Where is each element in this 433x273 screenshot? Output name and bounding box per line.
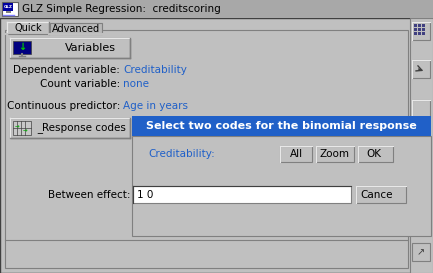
Text: ↗: ↗ [417, 247, 425, 257]
Text: Creditability: Creditability [123, 65, 187, 75]
Bar [280, 146, 312, 162]
Bar [10, 118, 130, 138]
Bar [414, 24, 417, 27]
Bar [422, 24, 425, 27]
Bar [412, 243, 430, 261]
Bar [50, 23, 102, 34]
Text: →: → [23, 127, 27, 132]
Bar [7, 22, 49, 34]
Text: Dependent variable:: Dependent variable: [13, 65, 120, 75]
Text: OK: OK [366, 149, 381, 159]
Bar [412, 100, 430, 118]
Bar [316, 146, 354, 162]
Bar [410, 18, 433, 273]
Text: none: none [123, 79, 149, 89]
Bar [418, 32, 421, 35]
Bar [0, 0, 433, 18]
Bar [13, 121, 31, 135]
Bar [418, 28, 421, 31]
Text: ̲Response codes: ̲Response codes [42, 123, 126, 133]
Text: →: → [15, 123, 19, 129]
Bar [412, 22, 430, 40]
Text: GLZ: GLZ [3, 4, 13, 8]
Text: Zoom: Zoom [320, 149, 350, 159]
Text: Advanced: Advanced [52, 24, 100, 34]
Text: Creditability:: Creditability: [148, 149, 215, 159]
Bar [422, 28, 425, 31]
Text: Age in years: Age in years [123, 101, 188, 111]
Text: GLZ Simple Regression:  creditscoring: GLZ Simple Regression: creditscoring [22, 4, 221, 14]
Bar [13, 41, 31, 54]
Bar [412, 60, 430, 78]
Bar [5, 30, 408, 268]
Bar [422, 32, 425, 35]
Bar [356, 186, 406, 203]
Text: Quick: Quick [14, 23, 42, 33]
Bar [2, 2, 18, 16]
Text: Continuous predictor:: Continuous predictor: [6, 101, 120, 111]
Bar [418, 24, 421, 27]
Text: 1 0: 1 0 [137, 189, 153, 200]
Text: Variables: Variables [65, 43, 116, 53]
Bar [3, 3, 13, 11]
Bar [10, 38, 130, 58]
Bar [132, 116, 431, 136]
Text: Select two codes for the binomial response: Select two codes for the binomial respon… [146, 121, 417, 131]
Bar [414, 28, 417, 31]
Bar [358, 146, 393, 162]
Bar [414, 32, 417, 35]
Text: All: All [289, 149, 303, 159]
Bar [132, 136, 431, 236]
Text: Between effect:: Between effect: [48, 190, 130, 200]
Text: Count variable:: Count variable: [40, 79, 120, 89]
Text: Cance: Cance [360, 189, 392, 200]
Bar [133, 186, 351, 203]
Bar [6, 11, 11, 13]
Text: ↓: ↓ [18, 42, 26, 52]
